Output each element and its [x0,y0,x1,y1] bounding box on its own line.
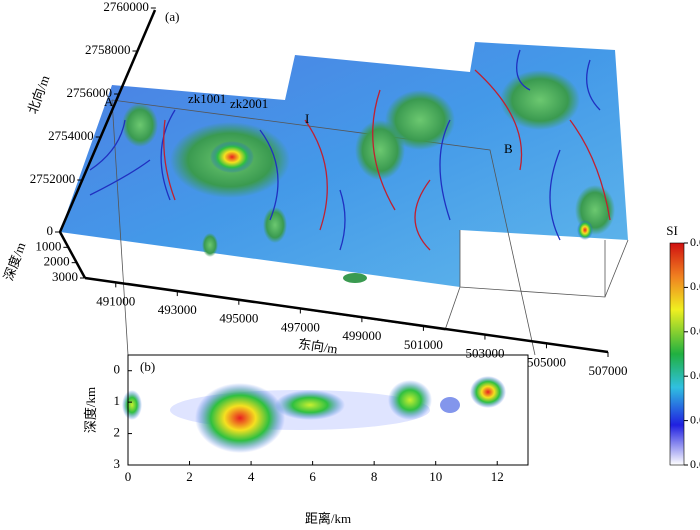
colorbar [669,242,685,466]
annotation: zk2001 [230,96,268,111]
colorbar-tick-label: 0.003 [690,412,700,426]
y-tick-label: 0 [114,362,121,377]
colorbar-tick-label: 0.000 [690,457,700,471]
x-tick-label: 10 [429,469,442,484]
x-tick-label: 2 [186,469,193,484]
y-tick-label: 2752000 [30,171,76,186]
z-tick-label: 3000 [52,269,78,284]
x-tick-label: 497000 [281,319,320,334]
y-tick-label: 3 [114,456,121,471]
y-axis-title: 深度/km [83,387,98,433]
section-image [122,355,528,465]
section-frame [127,354,529,466]
x-tick-label: 493000 [158,302,197,317]
x-tick-label: 4 [248,469,255,484]
x-axis-title: 距离/km [305,511,351,526]
annotation: I [305,111,309,126]
north-axis [58,9,157,233]
y-tick-label: 1 [114,393,121,408]
y-tick-label: 2754000 [48,128,94,143]
x-tick-label: 501000 [404,337,443,352]
x-tick-label: 0 [125,469,132,484]
annotation: A [104,94,114,109]
colorbar-tick-label: 0.006 [690,368,700,382]
colorbar-tick-label: 0.015 [690,235,700,249]
x-tick-label: 503000 [465,346,504,361]
y-tick-label: 2756000 [67,85,113,100]
panel-label: (a) [165,9,179,24]
y-tick-label: 2 [114,425,121,440]
east-axis [84,276,609,354]
z-axis-title: 深度/m [1,240,29,282]
annotation: B [504,141,513,156]
colorbar-tick-label: 0.009 [690,324,700,338]
x-axis-title: 东向/m [297,336,338,356]
panel-label: (b) [140,359,155,374]
x-tick-label: 491000 [96,293,135,308]
z-tick-label: 1000 [35,238,61,253]
annotation: zk1001 [188,91,226,106]
volume [60,42,629,356]
x-tick-label: 505000 [527,354,566,369]
x-tick-label: 6 [309,469,316,484]
x-tick-label: 12 [491,469,504,484]
x-tick-label: 495000 [219,311,258,326]
x-tick-label: 8 [371,469,378,484]
y-tick-label: 2758000 [85,42,131,57]
z-tick-label: 2000 [44,254,70,269]
z-tick-label: 0 [47,223,54,238]
colorbar-title: SI [666,223,678,238]
depth-axis [58,231,87,279]
y-axis-title: 北向/m [25,73,53,115]
x-tick-label: 499000 [342,328,381,343]
y-tick-label: 2760000 [103,0,149,14]
colorbar-tick-label: 0.012 [690,279,700,293]
x-tick-label: 507000 [589,363,628,378]
